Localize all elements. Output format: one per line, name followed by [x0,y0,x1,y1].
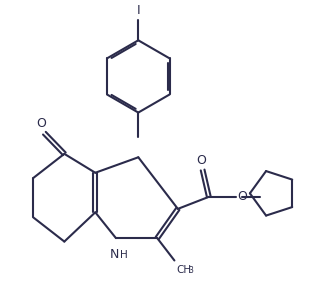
Text: O: O [196,154,206,167]
Text: I: I [137,4,140,17]
Text: O: O [37,118,47,130]
Text: CH: CH [176,265,191,274]
Text: H: H [120,250,128,260]
Text: N: N [109,248,119,261]
Text: 3: 3 [189,266,194,275]
Text: O: O [238,190,248,203]
